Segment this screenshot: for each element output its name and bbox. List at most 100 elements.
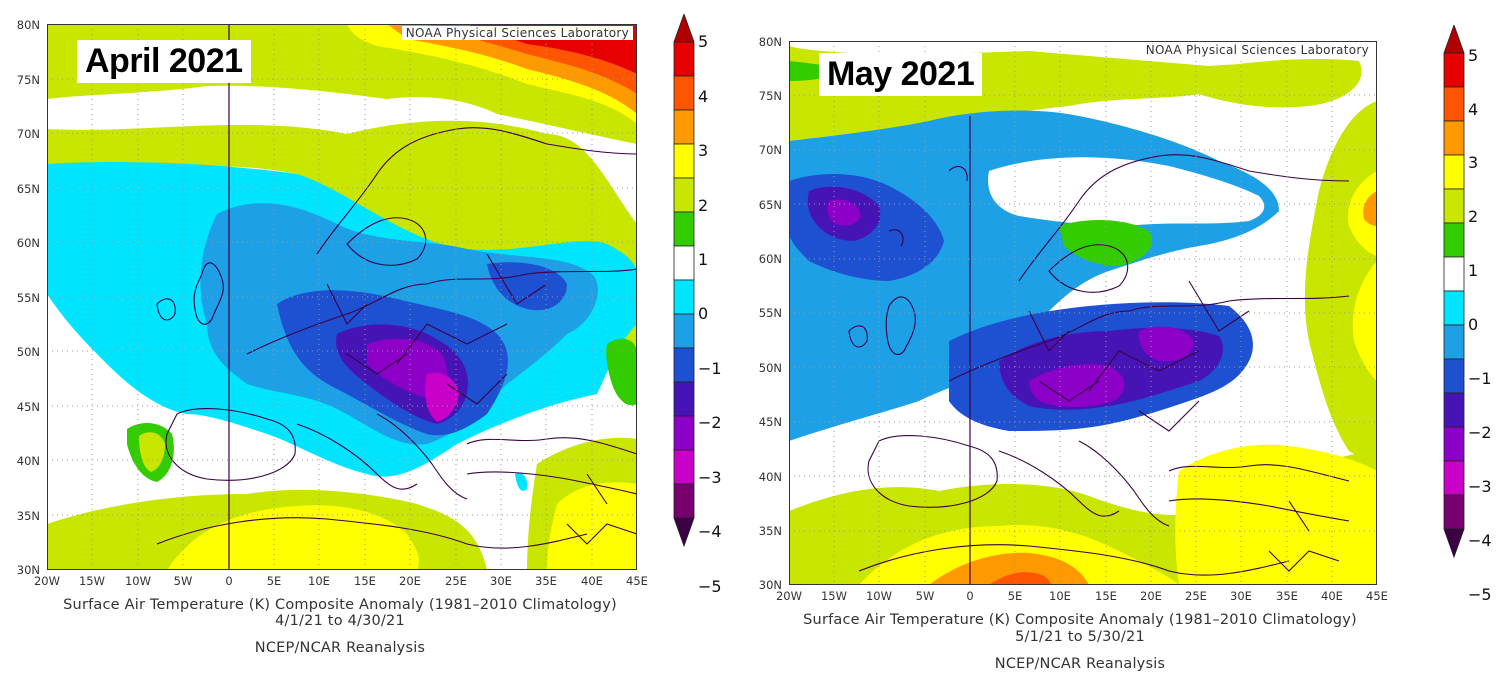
colorbar-label: −5 xyxy=(1468,585,1492,604)
x-tick-label: 20E xyxy=(1140,589,1162,603)
colorbar: 5 4 3 2 1 0 −1 −2 −3 −4 −5 xyxy=(670,14,740,614)
graticule-grid xyxy=(789,41,1377,585)
colorbar-label: −2 xyxy=(1468,423,1492,442)
colorbar-band xyxy=(1443,256,1465,292)
colorbar-label: 4 xyxy=(1468,100,1479,119)
y-tick-label: 75N xyxy=(16,73,40,87)
x-tick-label: 5E xyxy=(1007,589,1023,603)
april-anomaly-map: NOAA Physical Sciences Laboratory April … xyxy=(47,24,637,570)
data-source-credit: NOAA Physical Sciences Laboratory xyxy=(401,26,633,40)
y-tick-label: 45N xyxy=(758,415,782,429)
colorbar-band xyxy=(1443,120,1465,156)
colorbar-band xyxy=(673,143,695,179)
colorbar-label: −3 xyxy=(698,468,722,487)
colorbar-ramp xyxy=(1443,25,1465,559)
colorbar-band xyxy=(673,245,695,281)
x-tick-label: 10W xyxy=(124,574,151,588)
caption-variable: Surface Air Temperature (K) Composite An… xyxy=(803,612,1357,628)
month-title: May 2021 xyxy=(819,53,983,96)
colorbar-band xyxy=(1443,494,1465,530)
x-tick-label: 0 xyxy=(225,574,233,588)
colorbar-band xyxy=(1443,25,1465,54)
colorbar-band xyxy=(1443,52,1465,88)
y-tick-label: 70N xyxy=(16,127,40,141)
colorbar-label: 2 xyxy=(1468,207,1479,226)
colorbar-band xyxy=(673,313,695,349)
colorbar-band xyxy=(1443,324,1465,360)
y-tick-label: 55N xyxy=(758,306,782,320)
colorbar-label: 0 xyxy=(698,304,709,323)
x-tick-label: 35E xyxy=(535,574,557,588)
y-tick-label: 40N xyxy=(758,470,782,484)
x-tick-label: 35E xyxy=(1276,589,1298,603)
y-tick-label: 40N xyxy=(16,454,40,468)
x-tick-label: 5E xyxy=(266,574,282,588)
x-tick-label: 5W xyxy=(173,574,193,588)
x-tick-label: 30E xyxy=(1230,589,1252,603)
april-contour-fill xyxy=(47,24,637,570)
colorbar-ramp xyxy=(673,14,695,548)
y-tick-label: 55N xyxy=(16,291,40,305)
x-tick-label: 10E xyxy=(308,574,330,588)
caption-date-range: 4/1/21 to 4/30/21 xyxy=(275,613,405,629)
y-tick-label: 65N xyxy=(758,198,782,212)
colorbar-label: 5 xyxy=(698,32,709,51)
x-tick-label: 20W xyxy=(33,574,60,588)
colorbar-band xyxy=(673,109,695,145)
colorbar-band xyxy=(1443,154,1465,190)
month-title: April 2021 xyxy=(77,40,251,83)
colorbar-band xyxy=(1443,86,1465,122)
caption-date-range: 5/1/21 to 5/30/21 xyxy=(1015,629,1145,645)
x-tick-label: 10E xyxy=(1049,589,1071,603)
colorbar-label: −3 xyxy=(1468,477,1492,496)
colorbar-label: −2 xyxy=(698,413,722,432)
y-tick-label: 80N xyxy=(758,35,782,49)
colorbar-band xyxy=(673,41,695,77)
colorbar-label: −5 xyxy=(698,577,722,596)
colorbar-band xyxy=(1443,528,1465,559)
colorbar-label: 0 xyxy=(1468,315,1479,334)
colorbar-band xyxy=(673,381,695,417)
y-tick-label: 45N xyxy=(16,400,40,414)
x-tick-label: 30E xyxy=(490,574,512,588)
colorbar-label: 1 xyxy=(1468,261,1479,280)
colorbar-label: −4 xyxy=(1468,531,1492,550)
colorbar-band xyxy=(1443,358,1465,394)
x-tick-label: 10W xyxy=(865,589,892,603)
colorbar-label: 2 xyxy=(698,196,709,215)
x-tick-label: 15E xyxy=(354,574,376,588)
colorbar-band xyxy=(673,415,695,451)
colorbar-label: −1 xyxy=(698,359,722,378)
may-contour-fill xyxy=(789,41,1377,585)
colorbar-band xyxy=(1443,460,1465,496)
colorbar-band xyxy=(673,449,695,485)
may-panel: 80N 75N 70N 65N 60N 55N 50N 45N 40N 35N … xyxy=(740,0,1500,684)
colorbar-band xyxy=(1443,392,1465,428)
y-tick-label: 30N xyxy=(758,578,782,592)
y-tick-label: 80N xyxy=(16,18,40,32)
colorbar-band xyxy=(673,347,695,383)
coastline-outline xyxy=(848,154,1350,576)
caption-dataset: NCEP/NCAR Reanalysis xyxy=(254,640,426,656)
colorbar-band xyxy=(673,14,695,43)
x-tick-label: 45E xyxy=(626,574,648,588)
colorbar-band xyxy=(1443,290,1465,326)
x-tick-label: 20E xyxy=(399,574,421,588)
y-tick-label: 75N xyxy=(758,89,782,103)
x-tick-label: 0 xyxy=(966,589,974,603)
colorbar-label: 3 xyxy=(1468,153,1479,172)
data-source-credit: NOAA Physical Sciences Laboratory xyxy=(1141,43,1373,57)
colorbar-band xyxy=(673,75,695,111)
april-panel: 80N 75N 70N 65N 60N 55N 50N 45N 40N 35N … xyxy=(0,0,740,684)
x-tick-label: 40E xyxy=(581,574,603,588)
x-tick-label: 5W xyxy=(915,589,935,603)
y-tick-label: 30N xyxy=(16,563,40,577)
colorbar-label: 1 xyxy=(698,250,709,269)
caption-variable: Surface Air Temperature (K) Composite An… xyxy=(63,597,617,613)
y-tick-label: 60N xyxy=(758,252,782,266)
colorbar-band xyxy=(673,517,695,548)
y-tick-label: 70N xyxy=(758,143,782,157)
x-tick-label: 45E xyxy=(1366,589,1388,603)
colorbar-band xyxy=(673,211,695,247)
colorbar-band xyxy=(673,177,695,213)
